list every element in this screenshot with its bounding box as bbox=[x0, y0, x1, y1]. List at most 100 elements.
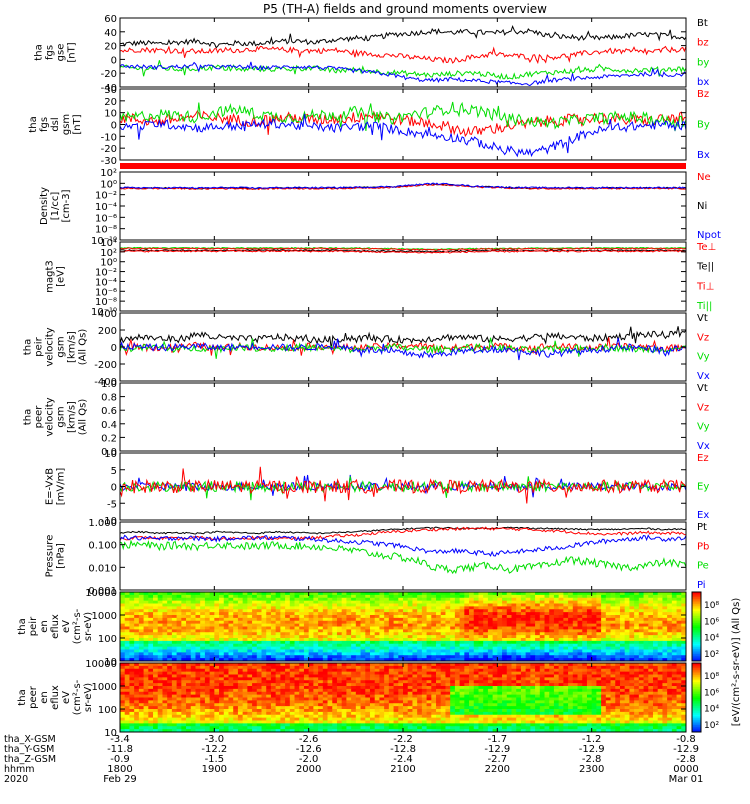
heatmap-cell bbox=[662, 601, 667, 604]
heatmap-cell bbox=[615, 666, 620, 669]
heatmap-cell bbox=[342, 604, 347, 607]
heatmap-cell bbox=[582, 635, 587, 638]
heatmap-cell bbox=[285, 700, 290, 703]
heatmap-cell bbox=[412, 612, 417, 615]
heatmap-cell bbox=[177, 686, 182, 689]
heatmap-cell bbox=[309, 598, 314, 601]
heatmap-cell bbox=[587, 618, 592, 621]
heatmap-cell bbox=[295, 692, 300, 695]
heatmap-cell bbox=[592, 675, 597, 678]
heatmap-cell bbox=[129, 689, 134, 692]
heatmap-cell bbox=[629, 635, 634, 638]
heatmap-cell bbox=[540, 677, 545, 680]
heatmap-cell bbox=[129, 595, 134, 598]
heatmap-cell bbox=[247, 680, 252, 683]
heatmap-cell bbox=[497, 677, 502, 680]
heatmap-cell bbox=[172, 624, 177, 627]
heatmap-cell bbox=[328, 621, 333, 624]
heatmap-cell bbox=[361, 655, 366, 658]
heatmap-cell bbox=[271, 598, 276, 601]
heatmap-cell bbox=[144, 666, 149, 669]
heatmap-cell bbox=[394, 638, 399, 641]
heatmap-cell bbox=[578, 677, 583, 680]
heatmap-cell bbox=[351, 689, 356, 692]
heatmap-cell bbox=[526, 683, 531, 686]
heatmap-cell bbox=[545, 644, 550, 647]
heatmap-cell bbox=[214, 652, 219, 655]
heatmap-cell bbox=[172, 621, 177, 624]
heatmap-cell bbox=[252, 609, 257, 612]
heatmap-cell bbox=[554, 644, 559, 647]
heatmap-cell bbox=[129, 618, 134, 621]
heatmap-cell bbox=[563, 618, 568, 621]
heatmap-cell bbox=[658, 692, 663, 695]
heatmap-cell bbox=[162, 675, 167, 678]
heatmap-cell bbox=[200, 669, 205, 672]
heatmap-cell bbox=[634, 624, 639, 627]
heatmap-cell bbox=[445, 666, 450, 669]
heatmap-cell bbox=[559, 700, 564, 703]
heatmap-cell bbox=[181, 638, 186, 641]
heatmap-cell bbox=[177, 680, 182, 683]
heatmap-cell bbox=[346, 604, 351, 607]
heatmap-cell bbox=[469, 692, 474, 695]
heatmap-cell bbox=[431, 604, 436, 607]
heatmap-cell bbox=[469, 609, 474, 612]
heatmap-cell bbox=[162, 698, 167, 701]
heatmap-cell bbox=[266, 641, 271, 644]
heatmap-cell bbox=[323, 647, 328, 650]
heatmap-cell bbox=[653, 601, 658, 604]
heatmap-cell bbox=[516, 692, 521, 695]
heatmap-cell bbox=[191, 609, 196, 612]
heatmap-cell bbox=[172, 601, 177, 604]
heatmap-cell bbox=[662, 615, 667, 618]
heatmap-cell bbox=[125, 609, 130, 612]
heatmap-cell bbox=[644, 700, 649, 703]
heatmap-cell bbox=[568, 609, 573, 612]
heatmap-cell bbox=[563, 624, 568, 627]
heatmap-cell bbox=[214, 686, 219, 689]
heatmap-cell bbox=[384, 644, 389, 647]
heatmap-cell bbox=[648, 647, 653, 650]
heatmap-cell bbox=[488, 700, 493, 703]
heatmap-cell bbox=[422, 601, 427, 604]
y-tick-label: -200 bbox=[94, 360, 117, 371]
heatmap-cell bbox=[148, 601, 153, 604]
heatmap-cell bbox=[441, 612, 446, 615]
heatmap-cell bbox=[181, 655, 186, 658]
series-line-Npot bbox=[120, 183, 686, 189]
heatmap-cell bbox=[214, 669, 219, 672]
heatmap-cell bbox=[578, 692, 583, 695]
heatmap-cell bbox=[648, 683, 653, 686]
heatmap-cell bbox=[346, 598, 351, 601]
series-line-bx bbox=[120, 62, 686, 86]
heatmap-cell bbox=[629, 680, 634, 683]
heatmap-cell bbox=[625, 675, 630, 678]
heatmap-cell bbox=[521, 606, 526, 609]
heatmap-cell bbox=[620, 655, 625, 658]
heatmap-cell bbox=[337, 675, 342, 678]
heatmap-cell bbox=[224, 604, 229, 607]
heatmap-cell bbox=[195, 635, 200, 638]
heatmap-cell bbox=[323, 618, 328, 621]
heatmap-cell bbox=[507, 689, 512, 692]
heatmap-cell bbox=[177, 641, 182, 644]
heatmap-cell bbox=[502, 644, 507, 647]
heatmap-cell bbox=[276, 615, 281, 618]
heatmap-cell bbox=[460, 595, 465, 598]
heatmap-cell bbox=[431, 638, 436, 641]
heatmap-cell bbox=[148, 686, 153, 689]
heatmap-cell bbox=[153, 595, 158, 598]
heatmap-cell bbox=[262, 669, 267, 672]
heatmap-cell bbox=[238, 606, 243, 609]
heatmap-cell bbox=[210, 698, 215, 701]
heatmap-cell bbox=[530, 629, 535, 632]
heatmap-cell bbox=[186, 698, 191, 701]
heatmap-cell bbox=[191, 675, 196, 678]
heatmap-cell bbox=[158, 612, 163, 615]
heatmap-cell bbox=[233, 666, 238, 669]
heatmap-cell bbox=[224, 647, 229, 650]
heatmap-cell bbox=[266, 606, 271, 609]
heatmap-cell bbox=[592, 638, 597, 641]
heatmap-cell bbox=[450, 647, 455, 650]
